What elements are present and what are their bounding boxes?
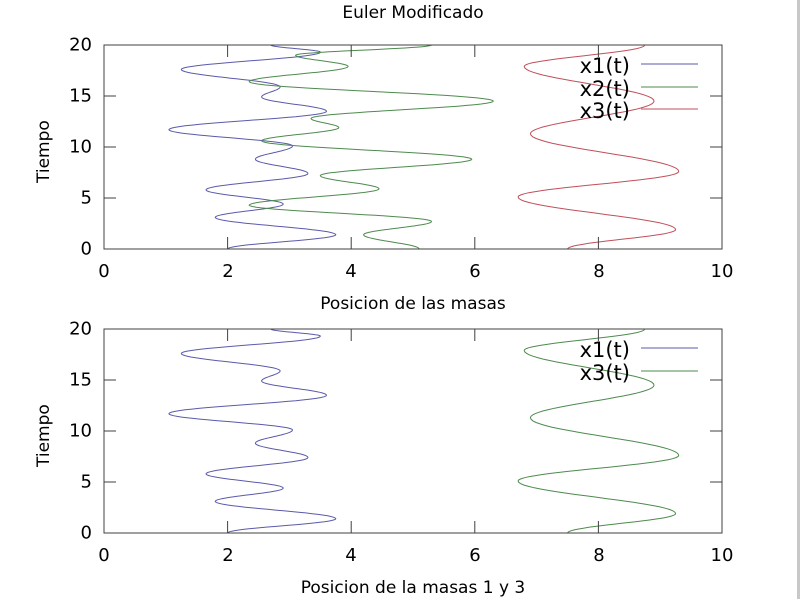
top-ytick-15: 15 <box>69 85 92 107</box>
top-xtick-6: 6 <box>469 261 481 282</box>
top-series-x2t-line <box>248 44 495 250</box>
bottom-plot-ylabel: Tiempo <box>34 404 54 467</box>
bottom-plot-xlabel: Posicion de la masas 1 y 3 <box>300 578 526 598</box>
bottom-ytick-20: 20 <box>69 318 92 340</box>
top-plot-title: Euler Modificado <box>342 3 484 23</box>
top-xtick-4: 4 <box>345 261 357 282</box>
top-series-x3t-line <box>517 44 680 250</box>
top-ytick-0: 0 <box>80 238 92 260</box>
window-edge <box>797 0 800 599</box>
top-xtick-8: 8 <box>593 261 605 282</box>
top-xtick-0: 0 <box>98 261 110 282</box>
bottom-legend-x3: x3(t) <box>579 361 630 385</box>
bottom-xtick-10: 10 <box>710 545 734 566</box>
bottom-xtick-8: 8 <box>593 545 605 566</box>
top-xtick-2: 2 <box>222 261 234 282</box>
bottom-ytick-10: 10 <box>69 420 92 442</box>
bottom-xtick-4: 4 <box>345 545 357 566</box>
top-xtick-10: 10 <box>710 261 734 282</box>
bottom-series-x1t-line <box>168 328 337 534</box>
bottom-legend-x1: x1(t) <box>579 338 630 362</box>
top-ytick-20: 20 <box>69 34 92 56</box>
bottom-ytick-15: 15 <box>69 369 92 391</box>
top-ytick-5: 5 <box>80 187 92 209</box>
top-plot-xlabel: Posicion de las masas <box>320 294 506 314</box>
bottom-ytick-5: 5 <box>80 471 92 493</box>
top-plot-ylabel: Tiempo <box>34 120 54 183</box>
bottom-xtick-0: 0 <box>98 545 110 566</box>
bottom-xtick-6: 6 <box>469 545 481 566</box>
bottom-ytick-0: 0 <box>80 522 92 544</box>
top-legend-x2: x2(t) <box>579 77 630 101</box>
top-legend-x1: x1(t) <box>579 54 630 78</box>
top-legend-x3: x3(t) <box>579 99 630 123</box>
bottom-xtick-2: 2 <box>222 545 234 566</box>
top-ytick-10: 10 <box>69 136 92 158</box>
bottom-series-x3t-line <box>517 328 680 534</box>
